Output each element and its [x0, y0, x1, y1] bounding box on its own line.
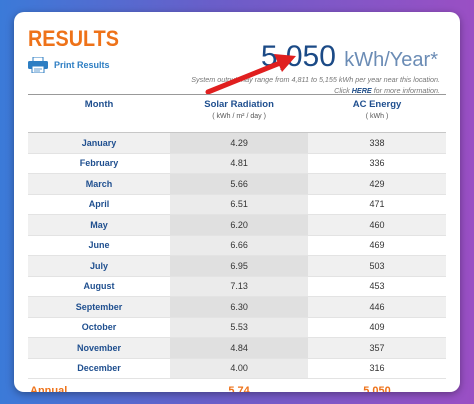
cell-ac: 446 [308, 296, 446, 318]
table-row: September 6.30 446 [28, 296, 446, 318]
cell-solar: 7.13 [170, 276, 309, 297]
annual-energy-unit: kWh/Year* [344, 49, 438, 71]
cell-month: August [28, 276, 171, 297]
results-table: Month Solar Radiation ( kWh / m² / day )… [28, 94, 446, 392]
cell-month: December [28, 358, 171, 379]
annual-row: Annual 5.74 5,050 [28, 378, 446, 392]
table-row: January 4.29 338 [28, 132, 446, 154]
cell-ac: 460 [308, 214, 446, 236]
cell-ac: 471 [308, 194, 446, 215]
table-row: February 4.81 336 [28, 153, 446, 174]
results-card: RESULTS Print Results 5,050 kWh/Year* Sy… [14, 12, 460, 392]
cell-month: May [28, 214, 171, 236]
table-row: March 5.66 429 [28, 173, 446, 195]
cell-ac: 429 [308, 173, 446, 195]
table-row: December 4.00 316 [28, 358, 446, 379]
cell-month: November [28, 337, 171, 359]
annual-ac: 5,050 [308, 378, 446, 392]
solar-radiation-unit: ( kWh / m² / day ) [212, 113, 266, 120]
cell-solar: 6.30 [170, 296, 309, 318]
results-title: RESULTS [28, 26, 119, 51]
table-row: August 7.13 453 [28, 276, 446, 297]
print-results-link[interactable]: Print Results [28, 57, 110, 73]
system-output-note: System output may range from 4,811 to 5,… [170, 74, 440, 96]
cell-solar: 4.00 [170, 358, 309, 379]
cell-month: September [28, 296, 171, 318]
table-row: May 6.20 460 [28, 214, 446, 236]
cell-month: April [28, 194, 171, 215]
cell-month: February [28, 153, 171, 174]
cell-solar: 6.51 [170, 194, 309, 215]
solar-radiation-header: Solar Radiation ( kWh / m² / day ) [170, 94, 309, 133]
cell-ac: 336 [308, 153, 446, 174]
table-row: October 5.53 409 [28, 317, 446, 338]
cell-ac: 357 [308, 337, 446, 359]
annual-label: Annual [28, 378, 171, 392]
note-more-text: for more information. [373, 86, 440, 95]
note-click-text: Click [334, 86, 350, 95]
system-output-note-text: System output may range from 4,811 to 5,… [191, 75, 440, 84]
cell-ac: 469 [308, 235, 446, 256]
cell-month: January [28, 132, 171, 154]
cell-ac: 338 [308, 132, 446, 154]
cell-solar: 4.81 [170, 153, 309, 174]
cell-ac: 316 [308, 358, 446, 379]
here-link[interactable]: HERE [351, 86, 372, 95]
cell-solar: 5.53 [170, 317, 309, 338]
cell-solar: 6.95 [170, 255, 309, 277]
ac-energy-header: AC Energy ( kWh ) [308, 94, 446, 133]
table-row: July 6.95 503 [28, 255, 446, 277]
cell-solar: 6.20 [170, 214, 309, 236]
cell-month: June [28, 235, 171, 256]
cell-solar: 6.66 [170, 235, 309, 256]
annual-solar: 5.74 [170, 378, 309, 392]
ac-energy-unit: ( kWh ) [365, 113, 389, 120]
print-results-label: Print Results [54, 60, 110, 70]
cell-ac: 409 [308, 317, 446, 338]
cell-solar: 4.84 [170, 337, 309, 359]
cell-month: March [28, 173, 171, 195]
cell-month: July [28, 255, 171, 277]
table-row: April 6.51 471 [28, 194, 446, 215]
table-row: November 4.84 357 [28, 337, 446, 359]
cell-month: October [28, 317, 171, 338]
cell-ac: 503 [308, 255, 446, 277]
cell-solar: 5.66 [170, 173, 309, 195]
printer-icon [28, 57, 48, 73]
red-arrow-icon [205, 54, 296, 95]
table-row: June 6.66 469 [28, 235, 446, 256]
cell-ac: 453 [308, 276, 446, 297]
month-header: Month [28, 94, 171, 133]
cell-solar: 4.29 [170, 132, 309, 154]
